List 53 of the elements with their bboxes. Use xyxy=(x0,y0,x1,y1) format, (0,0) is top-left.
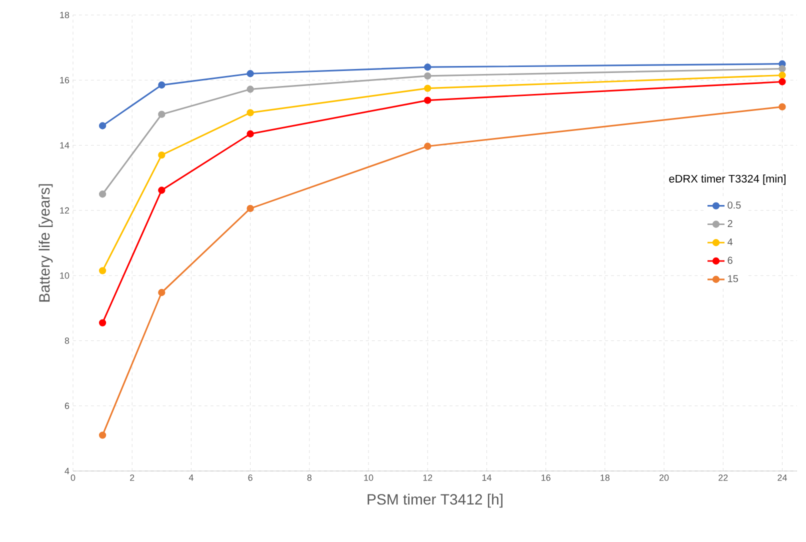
point xyxy=(424,72,432,80)
x-tick-label: 20 xyxy=(659,474,669,481)
x-tick-label: 8 xyxy=(307,474,312,481)
point xyxy=(424,64,432,71)
point xyxy=(424,96,432,104)
point xyxy=(98,122,106,130)
point xyxy=(98,432,106,439)
x-tick-label: 16 xyxy=(542,474,550,481)
point xyxy=(778,65,786,72)
y-tick-label: 12 xyxy=(60,207,70,214)
point xyxy=(246,204,254,212)
point xyxy=(424,142,432,150)
point xyxy=(778,72,786,79)
legend-label: 6 xyxy=(728,256,732,264)
point xyxy=(98,190,106,198)
y-tick-label: 16 xyxy=(60,76,70,84)
x-tick-label: 22 xyxy=(718,474,728,481)
x-tick-label: 12 xyxy=(423,474,432,481)
point xyxy=(98,267,106,274)
legend-label: 0.5 xyxy=(728,202,741,209)
x-axis-title: PSM timer T3412 [h] xyxy=(368,494,502,508)
y-axis-title: Battery life [years] xyxy=(38,184,53,302)
y-tick-label: 18 xyxy=(60,12,70,18)
point xyxy=(158,81,166,89)
x-tick-label: 4 xyxy=(188,474,194,481)
x-tick-label: 10 xyxy=(364,474,374,481)
point xyxy=(98,319,106,326)
point xyxy=(246,70,254,78)
point xyxy=(246,86,254,93)
legend-label: 15 xyxy=(728,275,738,282)
y-tick-label: 6 xyxy=(64,402,70,410)
x-tick-label: 2 xyxy=(130,474,134,481)
point xyxy=(246,130,254,138)
y-tick-label: 8 xyxy=(64,338,70,344)
legend-label: 2 xyxy=(728,220,732,227)
point xyxy=(778,103,786,110)
point xyxy=(158,151,166,159)
legend-title: eDRX timer T3324 [min] xyxy=(669,174,786,185)
x-tick-label: 24 xyxy=(778,474,787,481)
point xyxy=(158,186,166,194)
point xyxy=(158,288,166,296)
x-tick-label: 14 xyxy=(482,474,492,481)
point xyxy=(424,84,432,92)
x-tick-label: 18 xyxy=(600,474,610,481)
point xyxy=(246,109,254,116)
x-tick-label: 0 xyxy=(70,474,76,481)
y-tick-label: 10 xyxy=(60,272,70,279)
y-tick-label: 4 xyxy=(64,468,70,474)
x-tick-label: 6 xyxy=(248,474,252,481)
point xyxy=(778,78,786,86)
legend-label: 4 xyxy=(728,238,733,246)
y-tick-label: 14 xyxy=(60,142,70,148)
point xyxy=(158,110,166,118)
